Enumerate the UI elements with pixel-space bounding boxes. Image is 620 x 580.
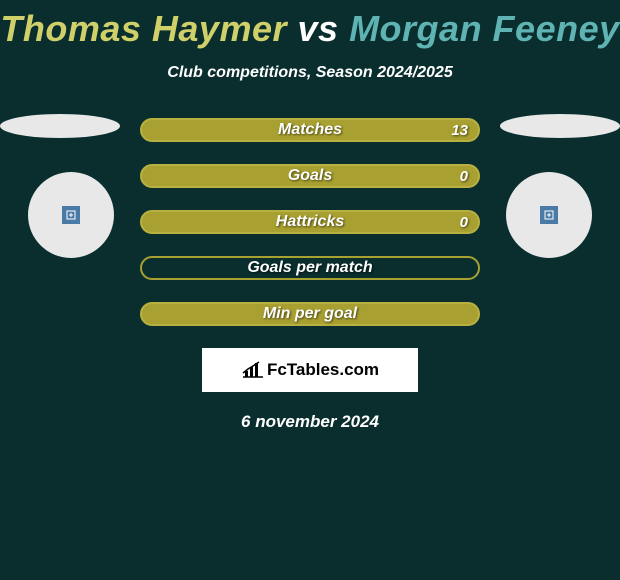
stat-label: Goals per match bbox=[247, 259, 372, 277]
player-left-name: Thomas Haymer bbox=[0, 8, 287, 49]
stat-value: 0 bbox=[460, 168, 468, 185]
logo-chart-icon bbox=[241, 361, 263, 379]
vs-label: vs bbox=[298, 8, 339, 49]
player-right-name: Morgan Feeney bbox=[349, 8, 620, 49]
avatar-left bbox=[28, 172, 114, 258]
stat-label: Min per goal bbox=[263, 305, 357, 323]
subtitle: Club competitions, Season 2024/2025 bbox=[0, 64, 620, 82]
stat-bar: Goals 0 bbox=[140, 164, 480, 188]
stat-bar: Min per goal bbox=[140, 302, 480, 326]
stat-bar: Matches 13 bbox=[140, 118, 480, 142]
logo-box: FcTables.com bbox=[202, 348, 418, 392]
comparison-area: Matches 13 Goals 0 Hattricks 0 Goals per… bbox=[0, 118, 620, 326]
avatar-placeholder-icon bbox=[62, 206, 80, 224]
date-label: 6 november 2024 bbox=[0, 412, 620, 432]
comparison-title: Thomas Haymer vs Morgan Feeney bbox=[0, 0, 620, 50]
avatar-right bbox=[506, 172, 592, 258]
stat-label: Hattricks bbox=[276, 213, 344, 231]
avatar-placeholder-icon bbox=[540, 206, 558, 224]
stat-label: Matches bbox=[278, 121, 342, 139]
logo-text: FcTables.com bbox=[267, 360, 379, 380]
stat-value: 0 bbox=[460, 214, 468, 231]
stat-value: 13 bbox=[451, 122, 468, 139]
stat-bar: Goals per match bbox=[140, 256, 480, 280]
ellipse-right bbox=[500, 114, 620, 138]
stat-bar: Hattricks 0 bbox=[140, 210, 480, 234]
ellipse-left bbox=[0, 114, 120, 138]
stat-label: Goals bbox=[288, 167, 332, 185]
